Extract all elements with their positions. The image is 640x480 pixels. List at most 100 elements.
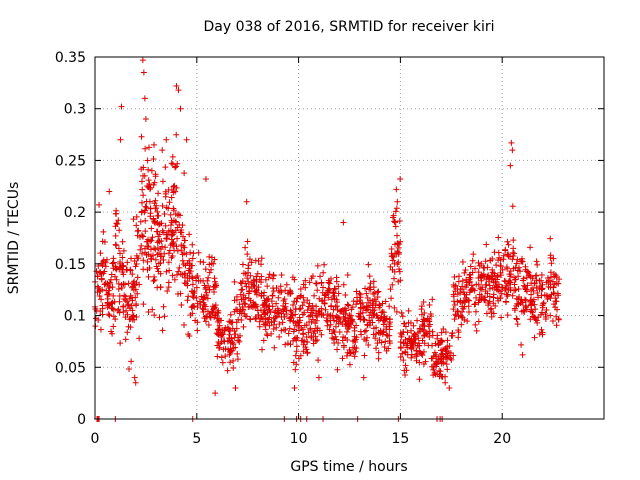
data-point [203,289,210,296]
data-point [495,249,502,256]
data-point [500,256,507,263]
data-point [174,160,181,167]
data-point [310,337,317,344]
data-point [116,227,123,234]
data-point [444,337,451,344]
data-point [303,346,310,353]
data-point [360,374,367,381]
data-point [419,321,426,328]
data-point [514,321,521,328]
data-point [334,346,341,353]
data-point [260,301,267,308]
data-point [336,329,343,336]
data-point [214,309,221,316]
data-point [339,306,346,313]
data-point [169,272,176,279]
data-point [260,309,267,316]
data-point [233,325,240,332]
x-tick-label: 15 [391,431,409,447]
data-point [159,178,166,185]
data-point [179,233,186,240]
data-point [99,238,106,245]
data-point [415,335,422,342]
data-point [464,318,471,325]
data-point [479,284,486,291]
data-point [392,208,399,215]
data-point [235,316,242,323]
data-point [206,269,213,276]
data-point [305,303,312,310]
data-point [340,219,347,226]
data-point [515,296,522,303]
data-point [330,317,337,324]
data-point [143,204,150,211]
data-point [497,257,504,264]
data-point [181,322,188,329]
data-point [112,232,119,239]
data-point [110,313,117,320]
data-point [285,330,292,337]
data-point [316,307,323,314]
data-point [306,300,313,307]
data-point [375,355,382,362]
data-point [507,273,514,280]
data-point [142,217,149,224]
data-point [421,340,428,347]
data-point [507,268,514,275]
data-point [225,326,232,333]
data-point [366,312,373,319]
data-point [340,344,347,351]
data-point [140,164,147,171]
data-point [138,242,145,249]
data-point [194,327,201,334]
data-point [302,277,309,284]
x-tick-label: 20 [493,431,511,447]
data-point [482,297,489,304]
data-point [483,310,490,317]
data-point [201,315,208,322]
data-point [169,240,176,247]
data-point [457,289,464,296]
data-point [394,240,401,247]
data-point [173,184,180,191]
data-point [166,199,173,206]
data-point [266,314,273,321]
data-point [363,327,370,334]
data-points [92,57,563,422]
data-point [255,257,262,264]
data-point [258,261,265,268]
data-point [402,336,409,343]
data-point [373,345,380,352]
data-point [242,244,249,251]
data-point [343,307,350,314]
data-point [297,352,304,359]
data-point [444,353,451,360]
data-point [151,276,158,283]
data-point [281,313,288,320]
data-point [268,298,275,305]
data-point [548,260,555,267]
data-point [455,334,462,341]
data-point [543,307,550,314]
data-point [454,308,461,315]
data-point [226,318,233,325]
data-point [365,341,372,348]
data-point [529,275,536,282]
data-point [261,310,268,317]
data-point [344,272,351,279]
data-point [503,299,510,306]
data-point [305,313,312,320]
data-point [116,250,123,257]
data-point [412,333,419,340]
data-point [408,327,415,334]
data-point [271,344,278,351]
y-tick-label: 0.3 [64,102,86,118]
data-point [236,301,243,308]
data-point [533,258,540,265]
data-point [156,314,163,321]
data-point [178,302,185,309]
data-point [383,347,390,354]
data-point [300,294,307,301]
data-point [351,327,358,334]
data-point [502,285,509,292]
